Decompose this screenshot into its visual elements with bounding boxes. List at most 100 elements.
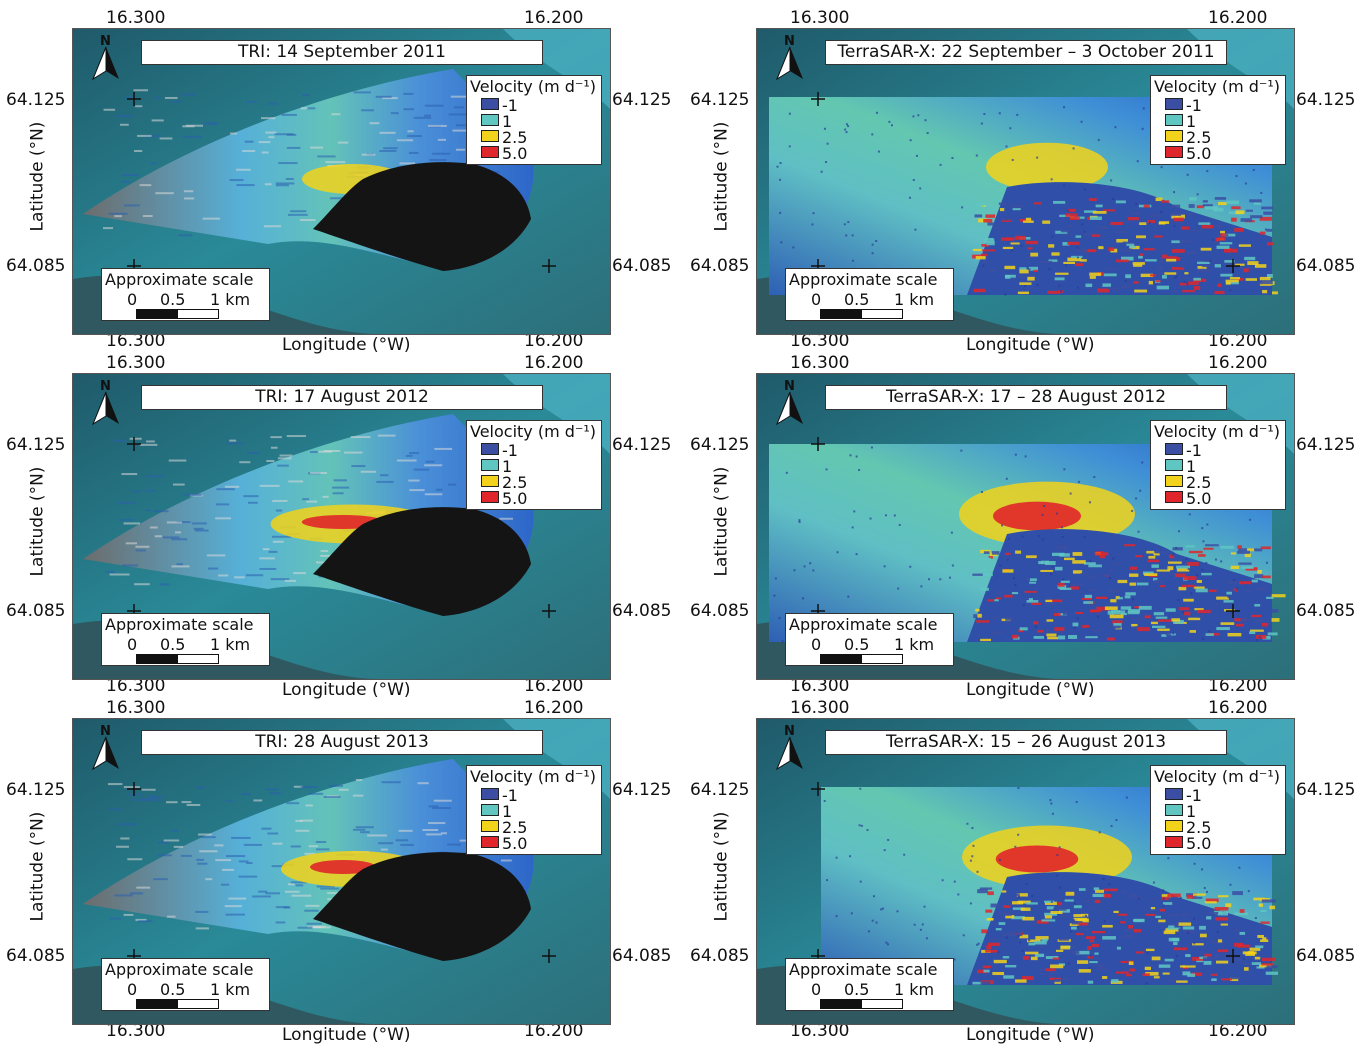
speckle <box>912 178 915 181</box>
scale-segment-white <box>177 999 219 1009</box>
speckle <box>844 128 847 131</box>
speckle <box>917 114 920 117</box>
speckle <box>798 520 801 523</box>
speckle <box>779 178 782 181</box>
speckle <box>975 154 978 157</box>
speckle <box>888 120 891 123</box>
speckle <box>243 843 263 846</box>
speckle <box>1137 530 1140 533</box>
noise-speckle <box>1053 200 1066 204</box>
noise-speckle <box>981 243 989 247</box>
noise-speckle <box>1026 902 1038 905</box>
speckle <box>909 565 912 568</box>
y-tick-label-right: 64.125 <box>1296 780 1356 800</box>
noise-speckle <box>1093 887 1100 891</box>
noise-speckle <box>1181 226 1190 230</box>
noise-speckle <box>1176 568 1190 572</box>
speckle <box>408 479 420 482</box>
x-tick-label-bottom: 16.300 <box>106 331 166 351</box>
speckle <box>869 517 872 520</box>
fjord-water <box>313 507 531 616</box>
noise-speckle <box>1154 550 1168 554</box>
scale-bar: Approximate scale 0 0.5 1 km <box>785 613 954 666</box>
speckle <box>1254 917 1257 920</box>
legend-title: Velocity (m d⁻¹) <box>470 77 597 96</box>
speckle <box>1043 505 1046 508</box>
noise-speckle <box>1088 198 1097 202</box>
noise-speckle <box>1078 969 1091 973</box>
noise-speckle <box>1092 234 1101 237</box>
speckle <box>1201 868 1204 871</box>
speckle <box>1059 290 1062 293</box>
speckle <box>1229 289 1232 292</box>
legend-swatch <box>1165 820 1183 832</box>
speckle <box>1051 235 1054 238</box>
noise-speckle <box>1235 278 1244 281</box>
speckle <box>1102 878 1105 881</box>
speckle <box>409 452 419 455</box>
noise-speckle <box>1092 211 1107 214</box>
noise-speckle <box>1188 204 1195 208</box>
noise-speckle <box>1189 229 1203 232</box>
noise-speckle <box>1260 909 1267 913</box>
speckle <box>1014 845 1017 848</box>
speckle <box>1216 930 1219 933</box>
speckle <box>1131 509 1134 512</box>
speckle <box>218 574 229 577</box>
speckle <box>135 545 150 548</box>
speckle <box>432 152 451 155</box>
noise-speckle <box>1058 602 1067 605</box>
speckle <box>424 114 432 117</box>
speckle <box>278 162 298 165</box>
speckle <box>913 923 916 926</box>
speckle <box>264 183 272 186</box>
fjord-water <box>313 852 531 961</box>
speckle <box>195 910 209 913</box>
noise-speckle <box>1188 550 1203 554</box>
speckle <box>225 913 245 916</box>
noise-speckle <box>1186 894 1195 899</box>
legend-swatch <box>481 459 499 471</box>
y-tick-label-left: 64.085 <box>6 256 66 276</box>
noise-speckle <box>1092 629 1102 632</box>
noise-speckle <box>1053 979 1061 983</box>
speckle <box>1229 883 1232 886</box>
speckle <box>304 909 319 912</box>
noise-speckle <box>1157 265 1164 270</box>
noise-speckle <box>1057 902 1062 906</box>
noise-speckle <box>1230 976 1241 980</box>
scale-label: 0.5 <box>160 980 186 999</box>
noise-speckle <box>1089 907 1097 910</box>
speckle <box>344 451 363 454</box>
speckle <box>136 886 151 889</box>
noise-speckle <box>1180 615 1189 619</box>
speckle <box>164 96 178 99</box>
speckle <box>1014 453 1017 456</box>
speckle <box>812 569 815 572</box>
speckle <box>1167 857 1170 860</box>
noise-speckle <box>1092 893 1105 898</box>
noise-speckle <box>1055 566 1063 571</box>
noise-speckle <box>1025 217 1032 221</box>
x-tick-label-top: 16.300 <box>790 698 850 718</box>
speckle <box>206 554 226 557</box>
speckle <box>408 151 419 154</box>
speckle <box>1206 170 1209 173</box>
speckle <box>1255 639 1258 642</box>
speckle <box>121 180 131 183</box>
noise-speckle <box>1025 555 1037 559</box>
speckle <box>776 165 779 168</box>
y-tick-label-right: 64.085 <box>612 601 672 621</box>
map-image: N TRI: 17 August 2012 Velocity (m d⁻¹) -1 1 2… <box>72 373 611 680</box>
speckle <box>259 567 277 570</box>
noise-speckle <box>1000 217 1015 221</box>
noise-speckle <box>972 248 982 252</box>
noise-speckle <box>1121 256 1134 261</box>
speckle <box>403 92 414 95</box>
north-label: N <box>784 34 795 49</box>
noise-speckle <box>1182 929 1195 933</box>
noise-speckle <box>1228 211 1243 215</box>
noise-speckle <box>1176 980 1188 983</box>
speckle <box>109 917 121 920</box>
noise-speckle <box>1254 603 1261 607</box>
